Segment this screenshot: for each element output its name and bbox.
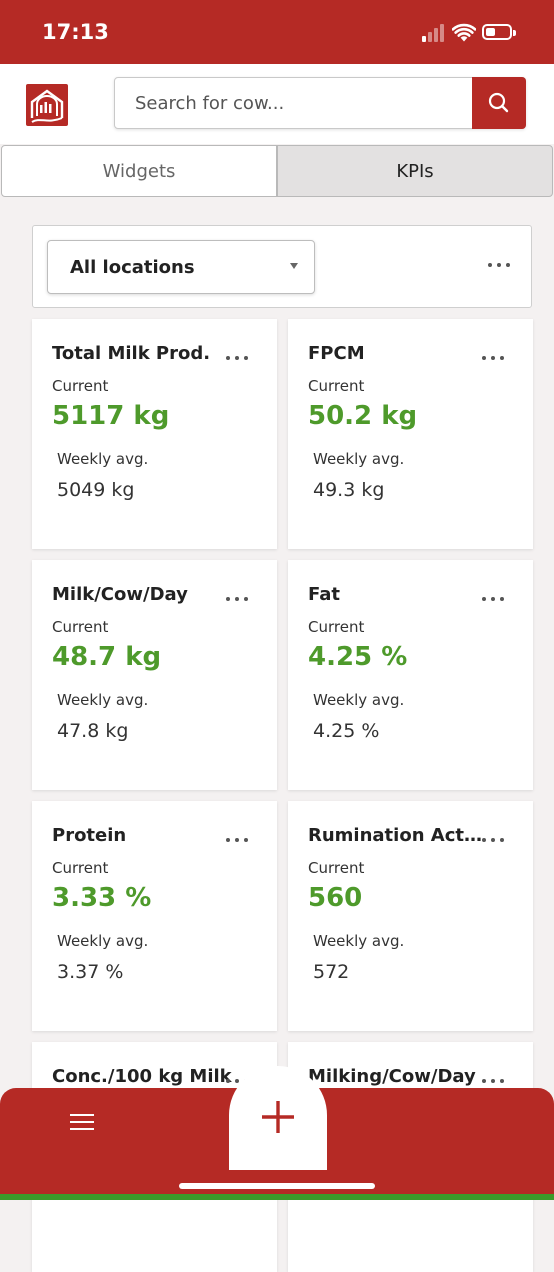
signal-icon: [422, 24, 448, 42]
location-filter-card: All locations: [32, 225, 532, 308]
wifi-icon: [452, 23, 476, 42]
kpi-avg-value: 3.37 %: [57, 961, 124, 983]
kpi-avg-label: Weekly avg.: [57, 691, 149, 709]
kpi-card-rumination[interactable]: Rumination Activ... Current 560 Weekly a…: [288, 801, 533, 1031]
location-dropdown-value: All locations: [70, 257, 195, 278]
battery-icon: [482, 24, 516, 40]
more-icon[interactable]: [226, 356, 252, 362]
search-input[interactable]: [115, 78, 473, 128]
view-tabs: Widgets KPIs: [0, 144, 554, 198]
more-icon[interactable]: [482, 1079, 508, 1085]
kpi-current-label: Current: [308, 859, 365, 877]
kpi-title: Milk/Cow/Day: [52, 584, 188, 605]
status-icons: [422, 22, 532, 44]
kpi-avg-label: Weekly avg.: [313, 450, 405, 468]
kpi-current-label: Current: [308, 618, 365, 636]
kpi-current-label: Current: [52, 859, 109, 877]
more-icon[interactable]: [226, 838, 252, 844]
kpi-title: Conc./100 kg Milk: [52, 1066, 232, 1087]
kpi-avg-value: 49.3 kg: [313, 479, 385, 501]
more-icon[interactable]: [226, 597, 252, 603]
kpi-title: Total Milk Prod.: [52, 343, 211, 364]
chevron-down-icon: [290, 263, 298, 269]
status-bar: 17:13: [0, 0, 554, 64]
kpi-avg-label: Weekly avg.: [313, 691, 405, 709]
kpi-current-value: 50.2 kg: [308, 401, 418, 431]
kpi-current-value: 560: [308, 883, 363, 913]
kpi-title: Protein: [52, 825, 127, 846]
kpi-card-total-milk[interactable]: Total Milk Prod. Current 5117 kg Weekly …: [32, 319, 277, 549]
kpi-card-fat[interactable]: Fat Current 4.25 % Weekly avg. 4.25 %: [288, 560, 533, 790]
barn-logo-icon[interactable]: [26, 84, 68, 126]
kpi-title: FPCM: [308, 343, 365, 364]
hamburger-menu-icon[interactable]: [66, 1108, 98, 1136]
kpi-avg-label: Weekly avg.: [57, 450, 149, 468]
location-dropdown[interactable]: All locations: [47, 240, 315, 294]
kpi-current-value: 3.33 %: [52, 883, 152, 913]
kpi-current-value: 4.25 %: [308, 642, 408, 672]
kpi-current-label: Current: [308, 377, 365, 395]
more-icon[interactable]: [482, 356, 508, 362]
kpi-title: Milking/Cow/Day: [308, 1066, 476, 1087]
kpi-avg-value: 47.8 kg: [57, 720, 129, 742]
kpi-avg-value: 572: [313, 961, 350, 983]
search-bar: [114, 77, 526, 129]
kpi-card-fpcm[interactable]: FPCM Current 50.2 kg Weekly avg. 49.3 kg: [288, 319, 533, 549]
kpi-avg-value: 4.25 %: [313, 720, 380, 742]
add-button[interactable]: [229, 1066, 327, 1170]
kpi-avg-label: Weekly avg.: [57, 932, 149, 950]
kpi-card-milk-cow-day[interactable]: Milk/Cow/Day Current 48.7 kg Weekly avg.…: [32, 560, 277, 790]
tab-kpis[interactable]: KPIs: [277, 145, 553, 197]
search-button[interactable]: [472, 77, 526, 129]
kpi-title: Fat: [308, 584, 340, 605]
status-time: 17:13: [42, 20, 109, 44]
more-icon[interactable]: [482, 838, 508, 844]
tab-widgets[interactable]: Widgets: [1, 145, 277, 197]
kpi-title: Rumination Activ...: [308, 825, 488, 846]
top-bar: [0, 64, 554, 144]
more-icon[interactable]: [488, 263, 514, 269]
kpi-current-label: Current: [52, 377, 109, 395]
kpi-card-protein[interactable]: Protein Current 3.33 % Weekly avg. 3.37 …: [32, 801, 277, 1031]
plus-icon: [262, 1101, 294, 1133]
search-icon: [488, 92, 509, 113]
kpi-current-value: 48.7 kg: [52, 642, 162, 672]
bottom-accent-strip: [0, 1194, 554, 1200]
kpi-current-label: Current: [52, 618, 109, 636]
kpi-current-value: 5117 kg: [52, 401, 170, 431]
kpi-avg-value: 5049 kg: [57, 479, 135, 501]
home-indicator: [179, 1183, 375, 1189]
kpi-avg-label: Weekly avg.: [313, 932, 405, 950]
more-icon[interactable]: [482, 597, 508, 603]
